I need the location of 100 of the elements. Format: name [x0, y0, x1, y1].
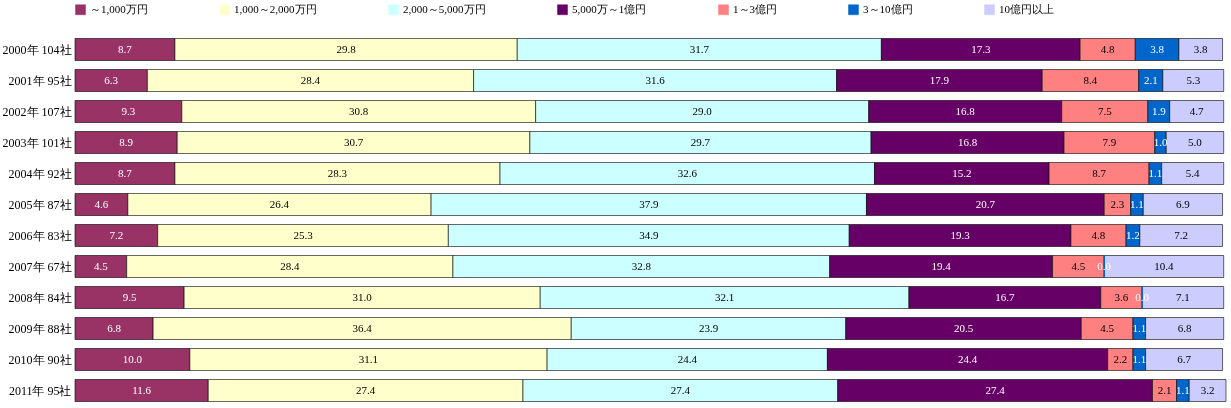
data-label: 16.8 — [955, 104, 976, 117]
data-label: 16.7 — [995, 290, 1015, 303]
y-tick-label: 2005年 87社 — [8, 197, 72, 212]
data-label: 6.7 — [1177, 352, 1192, 365]
data-label: 29.8 — [336, 42, 357, 55]
data-label: 2.2 — [1113, 352, 1128, 365]
data-label: 17.9 — [929, 73, 950, 86]
y-tick-label: 2010年 90社 — [8, 352, 72, 367]
data-label: 3.8 — [1150, 42, 1165, 55]
data-label: 9.3 — [121, 104, 136, 117]
data-label: 27.4 — [670, 383, 691, 396]
data-label: 4.5 — [1100, 321, 1115, 334]
data-label: 28.3 — [327, 166, 348, 179]
data-label: 28.4 — [280, 259, 300, 272]
data-label: 11.6 — [132, 383, 152, 396]
legend-label: 5,000万～1億円 — [572, 2, 647, 15]
data-label: 4.8 — [1091, 228, 1106, 241]
legend-label: 1,000～2,000万円 — [234, 2, 317, 15]
data-label: 27.4 — [985, 383, 1006, 396]
data-label: 15.2 — [952, 166, 972, 179]
data-label: 5.0 — [1188, 135, 1203, 148]
data-label: 8.7 — [118, 42, 133, 55]
data-label: 4.7 — [1189, 104, 1205, 117]
data-label: 6.3 — [104, 73, 119, 86]
data-label: 10.4 — [1154, 259, 1175, 272]
data-label: 1.2 — [1126, 228, 1140, 241]
data-label: 34.9 — [639, 228, 659, 241]
data-label: 1.1 — [1132, 352, 1147, 365]
legend-label: 10億円以上 — [999, 2, 1054, 15]
y-tick-label: 2011年 95社 — [8, 383, 72, 398]
data-label: 20.5 — [953, 321, 974, 334]
data-label: 7.9 — [1102, 135, 1117, 148]
data-label: 32.6 — [677, 166, 698, 179]
data-label: 26.4 — [269, 197, 290, 210]
data-label: 1.1 — [1176, 383, 1190, 396]
data-label: 8.7 — [118, 166, 133, 179]
data-label: 31.1 — [358, 352, 379, 365]
data-label: 1.1 — [1148, 166, 1163, 179]
data-label: 23.9 — [698, 321, 719, 334]
y-tick-label: 2004年 92社 — [8, 166, 72, 181]
data-label: 29.0 — [692, 104, 713, 117]
data-label: 36.4 — [352, 321, 373, 334]
y-tick-label: 2009年 88社 — [8, 321, 72, 336]
data-label: 29.7 — [690, 135, 711, 148]
data-label: 4.5 — [93, 259, 109, 272]
data-label: 2.3 — [1110, 197, 1125, 210]
legend-label: 2,000～5,000万円 — [403, 2, 486, 15]
data-label: 7.2 — [109, 228, 124, 241]
data-label: 5.4 — [1185, 166, 1201, 179]
data-label: 31.6 — [645, 73, 666, 86]
data-label: 27.4 — [356, 383, 376, 396]
legend-label: 3～10億円 — [863, 2, 913, 15]
data-label: 6.9 — [1176, 197, 1191, 210]
data-label: 17.3 — [971, 42, 991, 55]
data-label: 19.4 — [931, 259, 952, 272]
data-label: 30.7 — [343, 135, 364, 148]
data-label: 6.8 — [1177, 321, 1193, 334]
y-tick-label: 2001年 95社 — [8, 73, 72, 88]
data-label: 0.0 — [1097, 259, 1112, 272]
legend-label: ～1,000万円 — [90, 2, 148, 15]
data-label: 5.3 — [1186, 73, 1201, 86]
data-label: 2.1 — [1157, 383, 1172, 396]
data-label: 16.8 — [957, 135, 978, 148]
y-tick-label: 2008年 84社 — [8, 290, 72, 305]
data-label: 1.1 — [1130, 197, 1144, 210]
y-tick-label: 2000年 104社 — [2, 42, 72, 57]
data-label: 24.4 — [677, 352, 698, 365]
data-label: 30.8 — [349, 104, 369, 117]
y-tick-label: 2007年 67社 — [8, 259, 72, 274]
y-tick-label: 2002年 107社 — [2, 104, 72, 119]
data-label: 2.1 — [1143, 73, 1158, 86]
data-label: 1.1 — [1132, 321, 1147, 334]
data-label: 25.3 — [293, 228, 314, 241]
legend-label: 1～3億円 — [733, 2, 777, 15]
data-label: 28.4 — [300, 73, 321, 86]
data-label: 0.0 — [1135, 290, 1150, 303]
data-label: 20.7 — [975, 197, 996, 210]
data-label: 4.6 — [94, 197, 109, 210]
data-label: 3.8 — [1193, 42, 1209, 55]
data-label: 32.1 — [714, 290, 735, 303]
data-label: 8.7 — [1092, 166, 1107, 179]
data-label: 9.5 — [122, 290, 137, 303]
data-label: 10.0 — [122, 352, 143, 365]
data-label: 8.9 — [119, 135, 134, 148]
data-label: 3.2 — [1200, 383, 1215, 396]
data-label: 19.3 — [950, 228, 971, 241]
data-label: 32.8 — [631, 259, 652, 272]
data-label: 7.2 — [1174, 228, 1189, 241]
data-label: 31.7 — [689, 42, 710, 55]
data-label: 8.4 — [1083, 73, 1098, 86]
y-tick-label: 2006年 83社 — [8, 228, 72, 243]
data-label: 4.5 — [1071, 259, 1086, 272]
data-label: 37.9 — [639, 197, 659, 210]
data-label: 7.1 — [1176, 290, 1190, 303]
y-tick-label: 2003年 101社 — [2, 135, 72, 150]
data-label: 4.8 — [1100, 42, 1116, 55]
data-label: 31.0 — [352, 290, 373, 303]
data-label: 7.5 — [1097, 104, 1113, 117]
data-label: 24.4 — [957, 352, 978, 365]
data-label: 6.8 — [107, 321, 122, 334]
